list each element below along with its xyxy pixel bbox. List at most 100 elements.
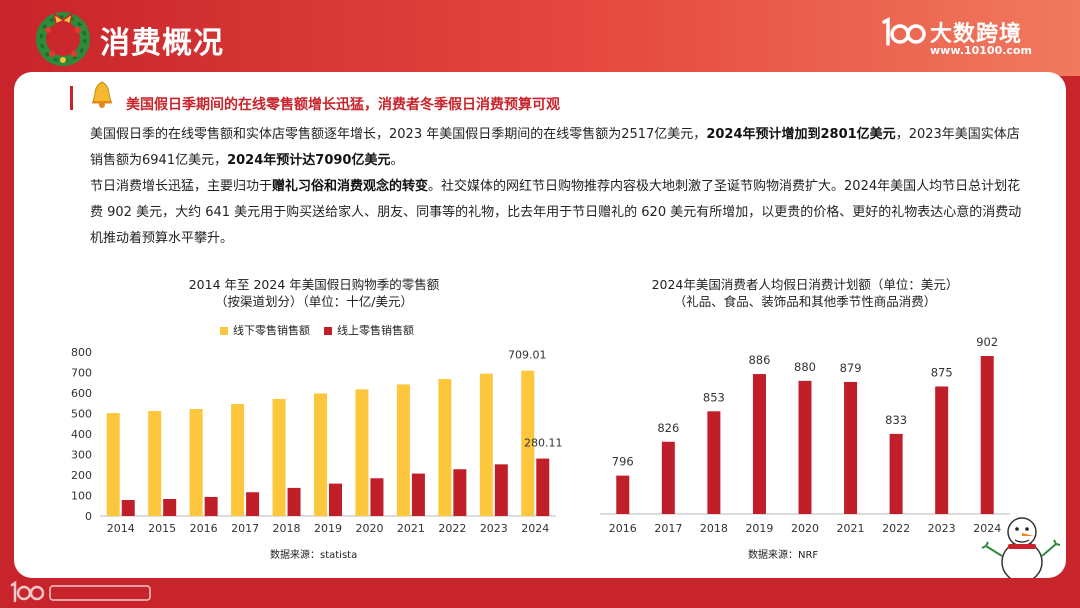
chart1-bar-online [494,464,508,516]
chart1-svg: 0 100 200 300 400 500 600 700 800 2014 2015 2016 201… [71,346,563,535]
chart1-y-tick-label: 500 [71,408,92,421]
chart2-subtitle-text: （礼品、食品、装饰品和其他季节性商品消费） [673,294,937,309]
chart1-bar-online [536,458,550,516]
chart2-x-tick-label: 2020 [791,522,819,535]
chart1-bar-online [204,496,218,516]
bell-icon [92,81,112,108]
footer-logo-icon [10,580,151,603]
chart2-data-label: 853 [703,390,725,404]
chart1-bar-offline [355,389,369,516]
chart1-x-tick-label: 2014 [107,522,135,535]
chart1-y-tick-label: 300 [71,449,92,462]
chart2-title: 2024年美国消费者人均假日消费计划额（单位：美元） （礼品、食品、装饰品和其他… [600,276,1010,310]
p1-text-a: 美国假日季的在线零售额和实体店零售额逐年增长，2023 年美国假日季期间的在线零… [90,127,707,142]
chart2-bar [752,374,766,514]
chart1-y-tick-label: 400 [71,428,92,441]
chart1-bar-online [453,469,467,516]
chart1-x-tick-label: 2015 [148,522,176,535]
chart2-data-label: 879 [840,361,862,375]
p2-text-c: 。社交媒体的网红节日购物推荐内容极大地刺激了圣诞节购物消费扩大。2024年美国人… [90,179,1022,246]
chart1-y-tick-label: 800 [71,346,92,359]
chart2-data-label: 875 [931,365,953,379]
chart2-bar [661,441,675,514]
legend-item-online: 线上零售销售额 [324,322,414,338]
chart2-bar [844,381,858,514]
p1-text-e: 。 [390,153,404,168]
chart2-data-label: 833 [885,413,907,427]
chart2-x-tick-label: 2016 [609,522,637,535]
paragraph-online-retail: 美国假日季的在线零售额和实体店零售额逐年增长，2023 年美国假日季期间的在线零… [90,122,1032,174]
chart1-x-tick-label: 2019 [314,522,342,535]
chart2-data-label: 796 [612,455,634,469]
chart1-x-tick-label: 2016 [190,522,218,535]
chart1-title-text: 2014 年至 2024 年美国假日购物季的零售额 [188,277,440,292]
chart2-x-tick-label: 2022 [882,522,910,535]
chart1-x-tick-label: 2018 [273,522,301,535]
chart1-bar-offline [521,370,535,516]
chart1-source: 数据来源：statista [270,550,358,561]
chart1-bar-offline [272,398,286,516]
logo-text: 大数跨境 [930,22,1023,47]
p1-bold-d: 2024年预计达7090亿美元 [227,153,391,168]
chart2-x-tick-label: 2019 [745,522,773,535]
chart1-x-tick-label: 2023 [480,522,508,535]
p1-text-c: ，2023年美国实体店销售额为6941亿美元， [90,127,1020,168]
chart1-bar-online [370,478,384,516]
chart1-x-tick-label: 2020 [355,522,383,535]
headline: 美国假日季期间的在线零售额增长迅猛，消费者冬季假日消费预算可观 [126,97,560,113]
chart1-bar-online [121,500,135,516]
chart2-bar [889,433,903,514]
header-bar [0,0,1080,76]
chart1-y-tick-label: 100 [71,490,92,503]
wreath-icon [36,12,90,66]
chart2-data-label: 880 [794,360,816,374]
chart1-bar-online [287,487,301,516]
legend-item-offline: 线下零售销售额 [220,322,310,338]
chart2-title-text: 2024年美国消费者人均假日消费计划额（单位：美元） [651,277,959,292]
chart1-x-tick-label: 2017 [231,522,259,535]
chart2-x-tick-label: 2021 [837,522,865,535]
headline-accent [70,86,73,110]
chart2-x-tick-label: 2024 [973,522,1001,535]
chart1-bar-offline [231,404,245,516]
chart2-x-tick-label: 2017 [654,522,682,535]
snowman-icon [981,517,1060,578]
chart1-bar-offline [189,408,203,516]
chart1-bar-online [411,473,425,516]
chart1-legend: 线下零售销售额 线上零售销售额 [220,322,414,338]
chart1-data-label: 280.11 [524,437,563,450]
chart2-source: 数据来源：NRF [748,550,819,561]
chart2-data-label: 886 [748,353,770,367]
chart1-x-tick-label: 2022 [438,522,466,535]
page-title: 消费概况 [100,26,224,61]
chart1-y-tick-label: 0 [85,510,92,523]
chart2-data-label: 826 [657,421,679,435]
chart1-bar-offline [106,413,120,516]
chart1-data-label: 709.01 [508,349,547,362]
chart1-bar-offline [479,373,493,516]
paragraph-holiday-spending: 节日消费增长迅猛，主要归功于赠礼习俗和消费观念的转变。社交媒体的网红节日购物推荐… [90,174,1032,252]
chart1-bar-online [163,498,177,516]
chart1-bar-online [246,492,260,516]
chart2-data-label: 902 [976,335,998,349]
p2-bold-b: 赠礼习俗和消费观念的转变 [272,179,429,194]
chart1-title: 2014 年至 2024 年美国假日购物季的零售额 （按渠道划分）（单位：十亿/… [104,276,524,310]
chart1-bar-offline [396,384,410,516]
brand-logo: 大数跨境 www.10100.com [880,14,1050,60]
chart1-y-tick-label: 600 [71,387,92,400]
chart1-bar-online [329,483,342,516]
chart1-bar-offline [148,411,162,516]
chart1-x-tick-label: 2024 [521,522,549,535]
logo-mark-icon [882,17,926,46]
chart1-bar-offline [314,393,327,516]
logo-url: www.10100.com [930,44,1032,57]
chart2-x-tick-label: 2023 [928,522,956,535]
chart2-bar [707,411,721,514]
chart2-bar [935,386,949,514]
content-card: 美国假日季期间的在线零售额增长迅猛，消费者冬季假日消费预算可观 美国假日季的在线… [14,72,1066,578]
chart2-bar [798,380,812,514]
chart2-svg: 796 2016 826 2017 853 2018 886 2019 880 2020 879 20… [600,335,1010,535]
chart1-y-tick-label: 200 [71,469,92,482]
chart1-bar-offline [438,379,452,516]
p1-bold-b: 2024年预计增加到2801亿美元 [706,127,896,142]
